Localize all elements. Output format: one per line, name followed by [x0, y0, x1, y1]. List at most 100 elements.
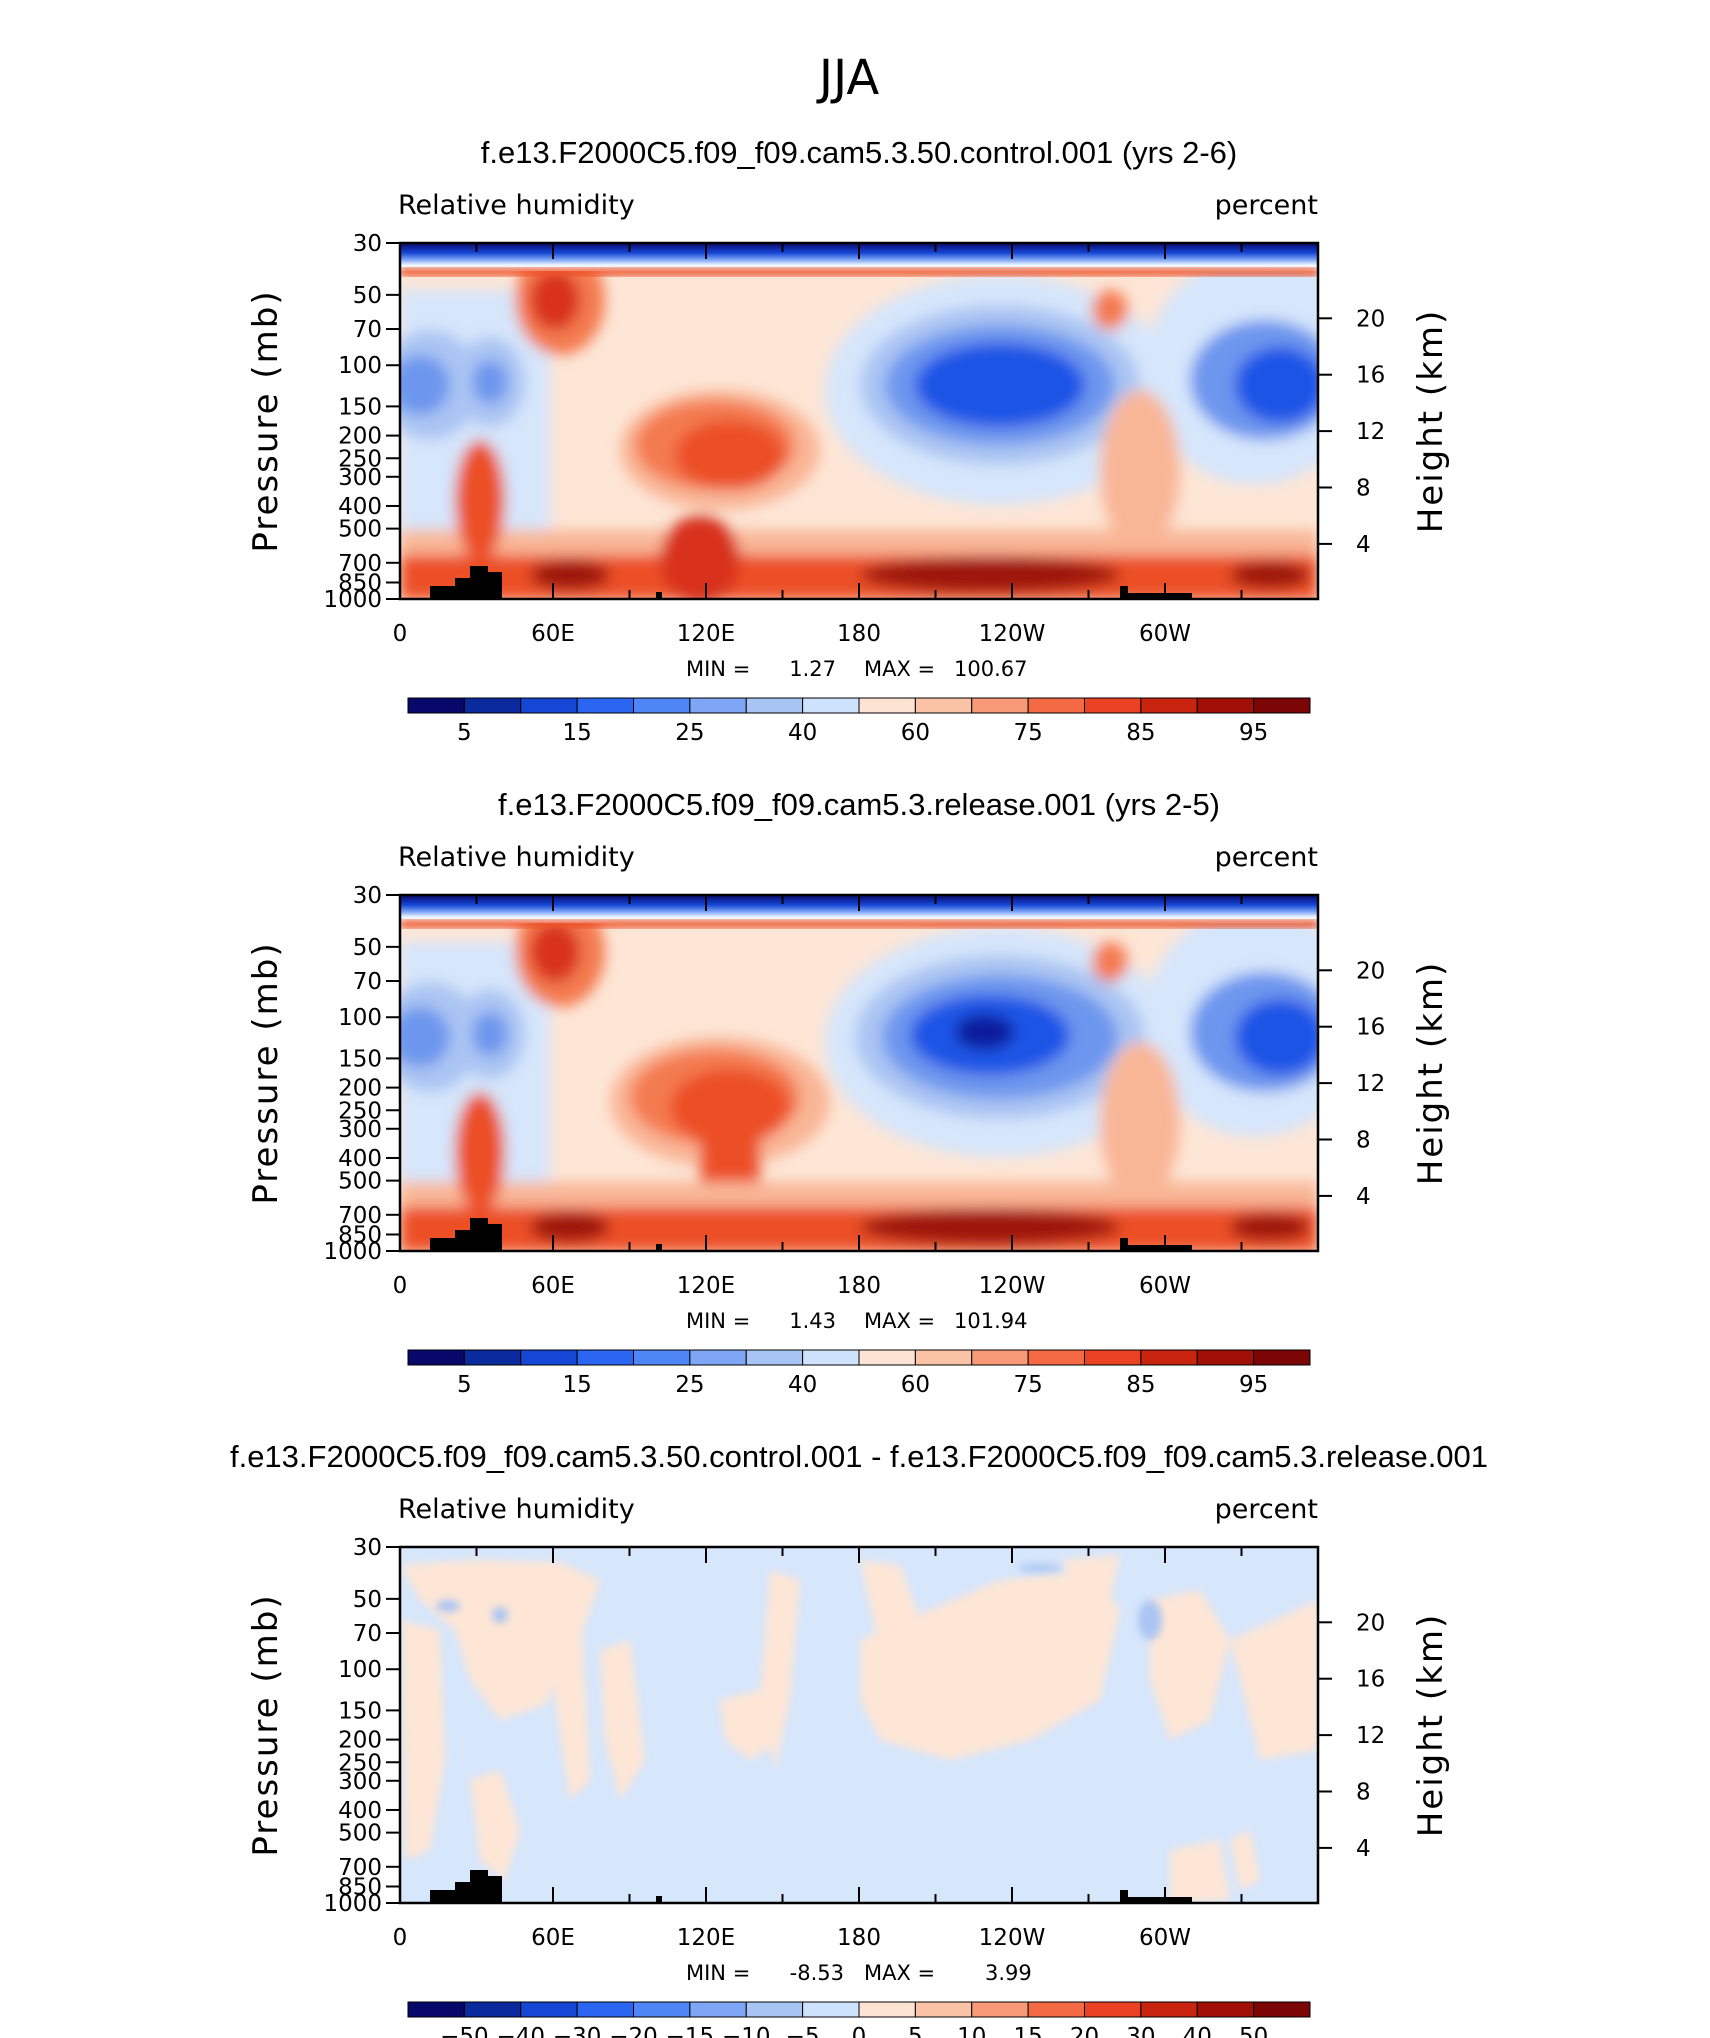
pressure-tick-label: 250: [338, 1750, 382, 1776]
colorbar-box: [971, 1349, 1029, 1366]
lon-tick-label: 180: [837, 621, 881, 647]
colorbar-box: [914, 1349, 973, 1366]
colorbar-box: [914, 2001, 973, 2018]
colorbar-box: [407, 697, 465, 714]
colorbar-box: [1196, 2001, 1255, 2018]
height-tick-label: 4: [1356, 1836, 1371, 1862]
colorbar-box: [745, 1349, 804, 1366]
height-tick-label: 16: [1356, 1667, 1385, 1693]
pressure-tick-label: 200: [338, 1728, 382, 1754]
height-axis-label: Height (km): [1411, 961, 1451, 1186]
min-label: MIN =: [686, 1961, 750, 1985]
pressure-tick-label: 700: [338, 1203, 382, 1229]
lon-tick-label: 180: [837, 1273, 881, 1299]
panel-control: f.e13.F2000C5.f09_f09.cam5.3.50.control.…: [246, 135, 1451, 746]
pressure-tick-label: 50: [353, 283, 382, 309]
colorbar-label: 95: [1239, 720, 1268, 746]
lon-tick-label: 60E: [531, 621, 575, 647]
colorbar-label: 50: [1239, 2024, 1268, 2038]
lon-tick-label: 180: [837, 1925, 881, 1951]
colorbar-label: 20: [1070, 2024, 1099, 2038]
colorbar-box: [858, 1349, 916, 1366]
colorbar-label: 85: [1126, 720, 1155, 746]
height-tick-label: 4: [1356, 1184, 1371, 1210]
pressure-tick-label: 200: [338, 424, 382, 450]
variable-label: Relative humidity: [398, 190, 635, 221]
colorbar-box: [463, 1349, 522, 1366]
pressure-tick-label: 70: [353, 969, 382, 995]
height-tick-label: 8: [1356, 1128, 1371, 1154]
colorbar-box: [689, 1349, 747, 1366]
pressure-tick-label: 30: [353, 1535, 382, 1561]
height-axis-label: Height (km): [1411, 1613, 1451, 1838]
colorbar-box: [520, 697, 578, 714]
lon-tick-label: 60W: [1139, 1925, 1191, 1951]
lon-tick-label: 60W: [1139, 621, 1191, 647]
colorbar-label: −15: [666, 2024, 715, 2038]
min-label: MIN =: [686, 1309, 750, 1333]
min-value: -8.53: [790, 1961, 844, 1985]
height-tick-label: 12: [1356, 1723, 1385, 1749]
pressure-tick-label: 150: [338, 394, 382, 420]
lon-tick-label: 120W: [979, 1273, 1046, 1299]
colorbar-label: 30: [1126, 2024, 1155, 2038]
colorbar-label: 5: [908, 2024, 923, 2038]
lon-tick-label: 0: [393, 621, 408, 647]
colorbar-box: [1253, 2001, 1311, 2018]
lon-tick-label: 60E: [531, 1273, 575, 1299]
min-label: MIN =: [686, 657, 750, 681]
pressure-tick-label: 50: [353, 935, 382, 961]
height-tick-label: 12: [1356, 1071, 1385, 1097]
colorbar-box: [802, 1349, 860, 1366]
lon-tick-label: 120W: [979, 621, 1046, 647]
colorbar-label: 10: [957, 2024, 986, 2038]
colorbar-box: [407, 2001, 465, 2018]
colorbar-label: 60: [901, 1372, 930, 1398]
colorbar-box: [576, 2001, 634, 2018]
colorbar-box: [1027, 2001, 1085, 2018]
colorbar-box: [1084, 697, 1142, 714]
colorbar: 5 15 25 40 60 75 85 95: [407, 697, 1311, 746]
pressure-tick-label: 1000: [323, 1891, 382, 1917]
pressure-tick-label: 100: [338, 1657, 382, 1683]
variable-label: Relative humidity: [398, 842, 635, 873]
pressure-axis-label: Pressure (mb): [246, 941, 286, 1204]
pressure-tick-label: 300: [338, 1117, 382, 1143]
lon-tick-label: 120E: [677, 1273, 735, 1299]
colorbar-label: 25: [675, 1372, 704, 1398]
colorbar-box: [858, 2001, 916, 2018]
colorbar-label: 40: [788, 1372, 817, 1398]
pressure-tick-label: 500: [338, 1169, 382, 1195]
colorbar-label: −40: [496, 2024, 545, 2038]
colorbar-label: 40: [1183, 2024, 1212, 2038]
colorbar-box: [576, 1349, 634, 1366]
pressure-tick-label: 1000: [323, 587, 382, 613]
colorbar-box: [1253, 1349, 1311, 1366]
pressure-tick-label: 500: [338, 517, 382, 543]
contour-field: [400, 1547, 1318, 1903]
max-value: 101.94: [954, 1309, 1027, 1333]
colorbar-label: 5: [457, 720, 472, 746]
colorbar-box: [633, 2001, 691, 2018]
colorbar-box: [689, 697, 747, 714]
colorbar-label: −50: [440, 2024, 489, 2038]
pressure-tick-label: 500: [338, 1821, 382, 1847]
colorbar-box: [407, 1349, 465, 1366]
pressure-tick-label: 70: [353, 317, 382, 343]
colorbar: −50 −40 −30 −20 −15 −10 −5 0 5 10 15 20 30 40 50: [407, 2001, 1311, 2038]
colorbar-box: [689, 2001, 747, 2018]
pressure-axis-label: Pressure (mb): [246, 1593, 286, 1856]
colorbar-label: 40: [788, 720, 817, 746]
pressure-tick-label: 100: [338, 353, 382, 379]
pressure-tick-label: 400: [338, 1146, 382, 1172]
pressure-axis-label: Pressure (mb): [246, 289, 286, 552]
panel-difference: f.e13.F2000C5.f09_f09.cam5.3.50.control.…: [230, 1439, 1488, 2038]
height-tick-label: 16: [1356, 363, 1385, 389]
colorbar-box: [1084, 1349, 1142, 1366]
units-label: percent: [1215, 190, 1318, 221]
panel-title: f.e13.F2000C5.f09_f09.cam5.3.release.001…: [498, 787, 1220, 822]
colorbar-label: 0: [852, 2024, 867, 2038]
colorbar-box: [971, 697, 1029, 714]
lon-tick-label: 120E: [677, 1925, 735, 1951]
